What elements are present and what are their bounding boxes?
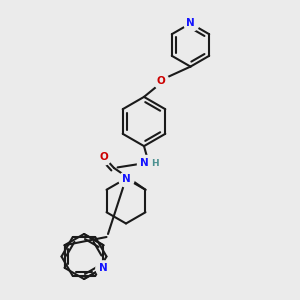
Text: N: N xyxy=(140,158,148,169)
Text: O: O xyxy=(156,76,165,86)
Text: H: H xyxy=(152,159,159,168)
Text: N: N xyxy=(122,173,130,184)
Text: O: O xyxy=(99,152,108,162)
Text: N: N xyxy=(99,263,108,273)
Text: N: N xyxy=(186,18,195,28)
